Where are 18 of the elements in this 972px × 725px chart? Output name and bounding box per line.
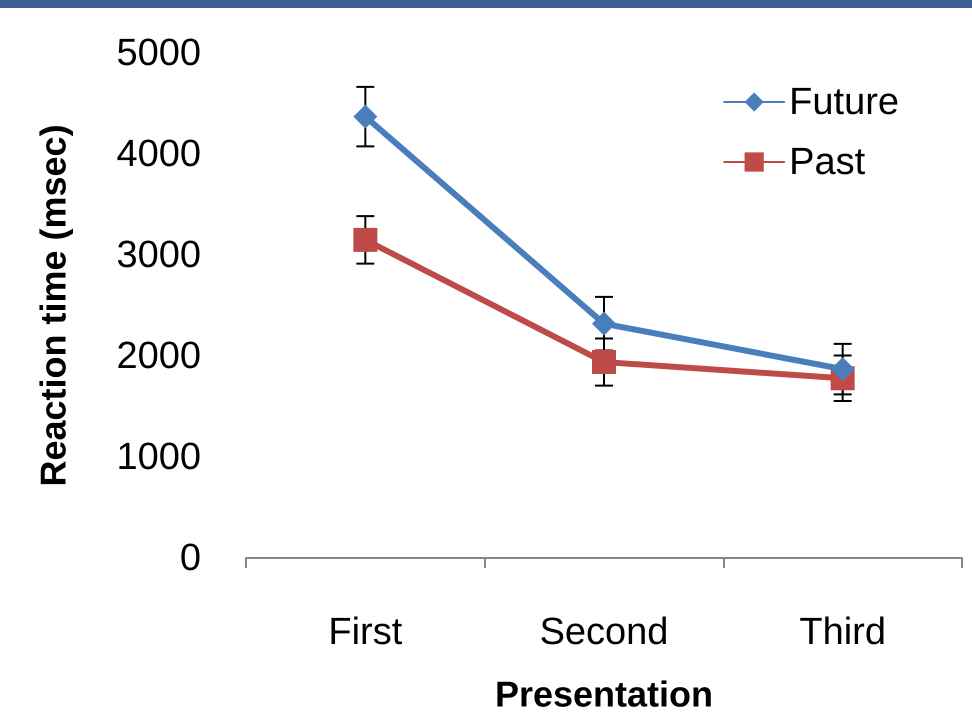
legend-label: Past [789, 141, 866, 183]
y-tick-label: 1000 [116, 436, 201, 478]
point [830, 357, 855, 382]
x-tick-label: First [328, 611, 403, 653]
x-tick-label: Third [799, 611, 886, 653]
y-tick-label: 3000 [116, 234, 201, 276]
y-axis-title: Reaction time (msec) [32, 124, 74, 487]
x-axis-title: Presentation [494, 674, 714, 714]
y-tick-label: 0 [180, 537, 201, 579]
point [353, 228, 378, 252]
x-tick-label: Second [540, 611, 668, 653]
y-tick-label: 4000 [116, 133, 201, 175]
point [353, 104, 378, 129]
y-tick-label: 5000 [116, 32, 201, 74]
point [592, 350, 616, 374]
legend-label: Future [789, 81, 900, 123]
point [592, 312, 616, 336]
y-tick-label: 2000 [116, 335, 201, 377]
